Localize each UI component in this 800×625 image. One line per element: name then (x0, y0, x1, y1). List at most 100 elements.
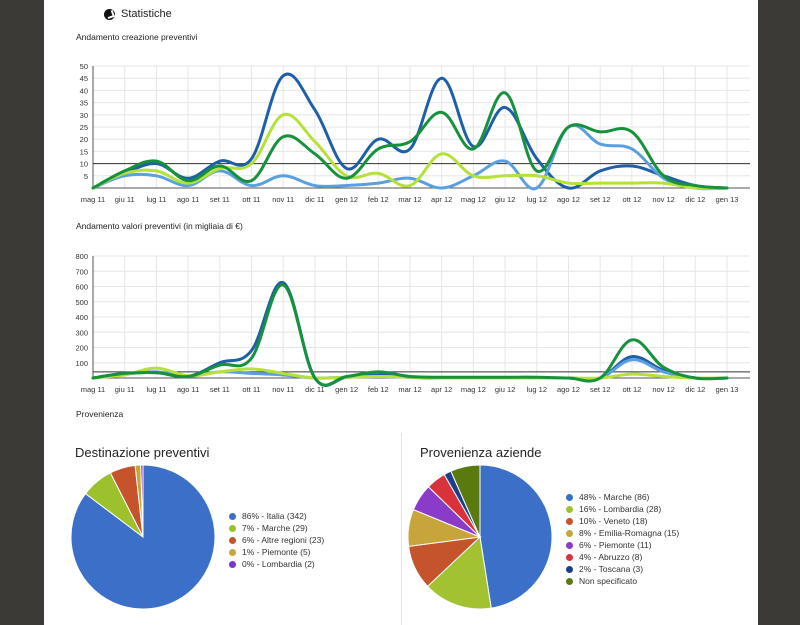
y-tick-label: 30 (80, 111, 88, 120)
legend-item: 8% - Emilia-Romagna (15) (566, 527, 679, 539)
x-tick-label: set 12 (590, 195, 610, 204)
legend-item: 0% - Lombardia (2) (229, 558, 324, 570)
x-tick-label: ott 12 (623, 195, 642, 204)
legend-swatch (229, 512, 236, 520)
legend-item: 10% - Veneto (18) (566, 515, 679, 527)
y-tick-label: 5 (84, 172, 88, 181)
x-tick-label: lug 12 (527, 195, 547, 204)
series-line-1 (91, 123, 729, 191)
y-tick-label: 600 (75, 283, 88, 292)
x-tick-label: mar 12 (398, 385, 421, 394)
x-tick-label: ago 12 (557, 385, 580, 394)
pie-slice-0 (479, 464, 553, 609)
y-tick-label: 50 (80, 62, 88, 71)
x-tick-label: gen 13 (716, 385, 739, 394)
legend-swatch (566, 517, 573, 525)
legend-label: 86% - Italia (342) (242, 511, 307, 521)
legend-item: 4% - Abruzzo (8) (566, 551, 679, 563)
y-tick-label: 100 (75, 359, 88, 368)
legend-swatch (566, 493, 573, 501)
legend-item: 48% - Marche (86) (566, 491, 679, 503)
x-tick-label: apr 12 (431, 195, 452, 204)
x-tick-label: mag 11 (81, 195, 105, 204)
x-tick-label: set 12 (590, 385, 610, 394)
pie-slice-7 (450, 464, 481, 538)
y-tick-label: 45 (80, 74, 88, 83)
x-tick-label: feb 12 (368, 385, 389, 394)
legend-label: 48% - Marche (86) (579, 492, 650, 502)
x-tick-label: ago 11 (177, 195, 199, 204)
x-tick-label: gen 13 (716, 195, 739, 204)
value-line-chart: 100 200 300 400 500 600 700 800 mag 11 giu 11 lug … (75, 252, 750, 394)
y-tick-label: 400 (75, 313, 88, 322)
x-tick-label: lug 11 (146, 385, 166, 394)
x-tick-label: dic 12 (685, 195, 705, 204)
legend-swatch (566, 505, 573, 513)
x-tick-label: giu 11 (115, 195, 135, 204)
y-tick-label: 15 (80, 147, 88, 156)
legend-item: 86% - Italia (342) (229, 510, 324, 522)
legend-item: 1% - Piemonte (5) (229, 546, 324, 558)
x-tick-label: nov 12 (652, 195, 675, 204)
legend-item: 16% - Lombardia (28) (566, 503, 679, 515)
legend-label: 10% - Veneto (18) (579, 516, 648, 526)
page-title: Statistiche (121, 8, 172, 20)
x-tick-label: dic 12 (685, 385, 705, 394)
chart2-title: Andamento valori preventivi (in migliaia… (76, 221, 243, 231)
legend-label: 1% - Piemonte (5) (242, 547, 311, 557)
legend-item: Non specificato (566, 575, 679, 587)
y-tick-label: 500 (75, 298, 88, 307)
x-tick-label: mar 12 (398, 195, 421, 204)
legend-item: 2% - Toscana (3) (566, 563, 679, 575)
x-tick-label: ago 11 (177, 385, 199, 394)
legend-swatch (229, 560, 236, 568)
legend-swatch (229, 524, 236, 532)
pie1-title: Destinazione preventivi (75, 445, 210, 460)
x-tick-label: apr 12 (431, 385, 452, 394)
legend-label: 7% - Marche (29) (242, 523, 308, 533)
provenienza-title: Provenienza (76, 409, 124, 419)
legend-item: 6% - Piemonte (11) (566, 539, 679, 551)
legend-label: 4% - Abruzzo (8) (579, 552, 643, 562)
creation-line-chart: 5 10 15 20 25 30 35 40 45 50 mag 11 giu 11 lug 11 ago… (80, 62, 750, 204)
y-tick-label: 20 (80, 135, 88, 144)
x-tick-label: mag 12 (461, 385, 486, 394)
legend-label: 6% - Altre regioni (23) (242, 535, 325, 545)
pie-divider (401, 433, 402, 625)
x-tick-label: nov 11 (272, 195, 294, 204)
x-tick-label: dic 11 (305, 195, 324, 204)
page-header: Statistiche (104, 8, 172, 20)
legend-label: 8% - Emilia-Romagna (15) (579, 528, 680, 538)
x-tick-label: nov 11 (272, 385, 294, 394)
series-line-0 (91, 72, 729, 190)
y-tick-label: 10 (80, 160, 88, 169)
x-tick-label: lug 11 (146, 195, 166, 204)
legend-swatch (229, 548, 236, 556)
pie1-legend: 86% - Italia (342) 7% - Marche (29) 6% - A… (229, 510, 324, 570)
x-tick-label: dic 11 (305, 385, 324, 394)
legend-swatch (566, 553, 573, 561)
y-tick-label: 700 (75, 267, 88, 276)
x-tick-label: gen 12 (335, 385, 358, 394)
legend-swatch (566, 565, 573, 573)
legend-swatch (566, 577, 573, 585)
x-tick-label: ago 12 (557, 195, 580, 204)
pie-slice-1 (426, 535, 492, 610)
x-tick-label: set 11 (210, 195, 230, 204)
y-tick-label: 35 (80, 99, 88, 108)
legend-label: 2% - Toscana (3) (579, 564, 644, 574)
x-tick-label: ott 11 (242, 195, 260, 204)
series-line-3 (91, 91, 729, 190)
stats-icon (104, 8, 115, 20)
x-tick-label: lug 12 (527, 385, 547, 394)
x-tick-label: ott 11 (242, 385, 260, 394)
x-tick-label: giu 12 (495, 195, 515, 204)
legend-label: 16% - Lombardia (28) (579, 504, 662, 514)
pie-slice-4 (140, 464, 144, 538)
series-line-2 (91, 112, 729, 190)
x-tick-label: ott 12 (623, 385, 642, 394)
pie2-title: Provenienza aziende (420, 445, 542, 460)
series-line-3 (91, 283, 729, 387)
legend-item: 7% - Marche (29) (229, 522, 324, 534)
y-tick-label: 800 (75, 252, 88, 261)
